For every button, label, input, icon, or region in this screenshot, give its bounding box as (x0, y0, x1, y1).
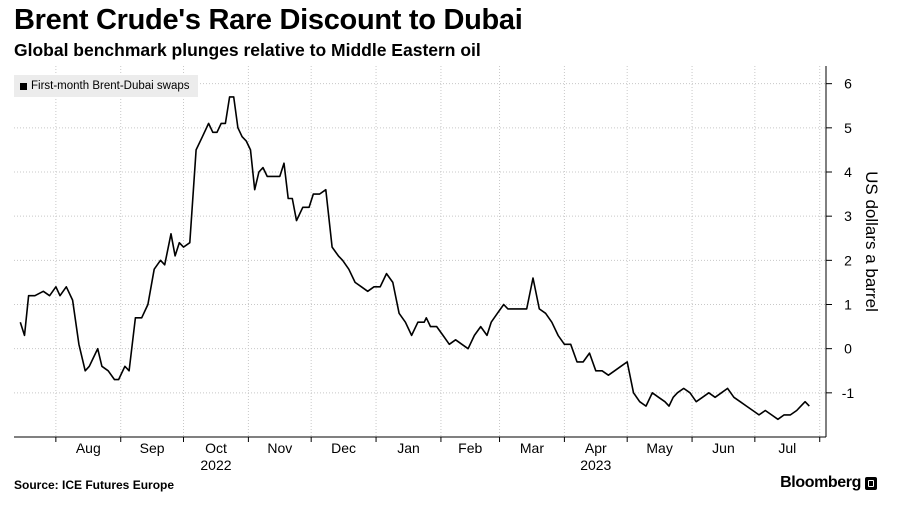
x-tick-label: Sep (140, 440, 165, 456)
x-tick-label: Feb (458, 440, 482, 456)
x-tick-label: Jun (712, 440, 735, 456)
x-year-label: 2022 (200, 457, 231, 473)
x-tick-label: Mar (520, 440, 544, 456)
legend-swatch (20, 82, 27, 90)
series-line (19, 96, 810, 421)
y-axis-title: US dollars a barrel (862, 171, 881, 312)
x-tick-label: Oct (205, 440, 227, 456)
x-tick-label: Jul (778, 440, 796, 456)
x-tick-label: Nov (267, 440, 292, 456)
y-tick-label: 3 (844, 208, 852, 224)
y-tick-label: 1 (844, 297, 852, 313)
x-tick-label: May (646, 440, 672, 456)
brand-name: Bloomberg (780, 474, 861, 491)
chart-title: Brent Crude's Rare Discount to Dubai (14, 4, 523, 36)
chart-legend: First-month Brent-Dubai swaps (14, 75, 198, 97)
legend-label: First-month Brent-Dubai swaps (31, 80, 190, 92)
y-tick-label: 6 (844, 76, 852, 92)
x-tick-label: Aug (76, 440, 101, 456)
y-tick-label: 4 (844, 164, 852, 180)
source-note: Source: ICE Futures Europe (14, 478, 175, 492)
y-tick-label: 5 (844, 120, 852, 136)
x-tick-label: Apr (585, 440, 607, 456)
x-tick-label: Dec (331, 440, 356, 456)
chart-subtitle: Global benchmark plunges relative to Mid… (14, 40, 481, 60)
y-tick-label: -1 (842, 385, 855, 401)
y-tick-label: 2 (844, 252, 852, 268)
x-year-label: 2023 (580, 457, 611, 473)
x-tick-label: Jan (397, 440, 420, 456)
brand-logo: Bloomberg (780, 474, 877, 492)
bloomberg-terminal-icon (865, 476, 877, 490)
y-tick-label: 0 (844, 341, 852, 357)
